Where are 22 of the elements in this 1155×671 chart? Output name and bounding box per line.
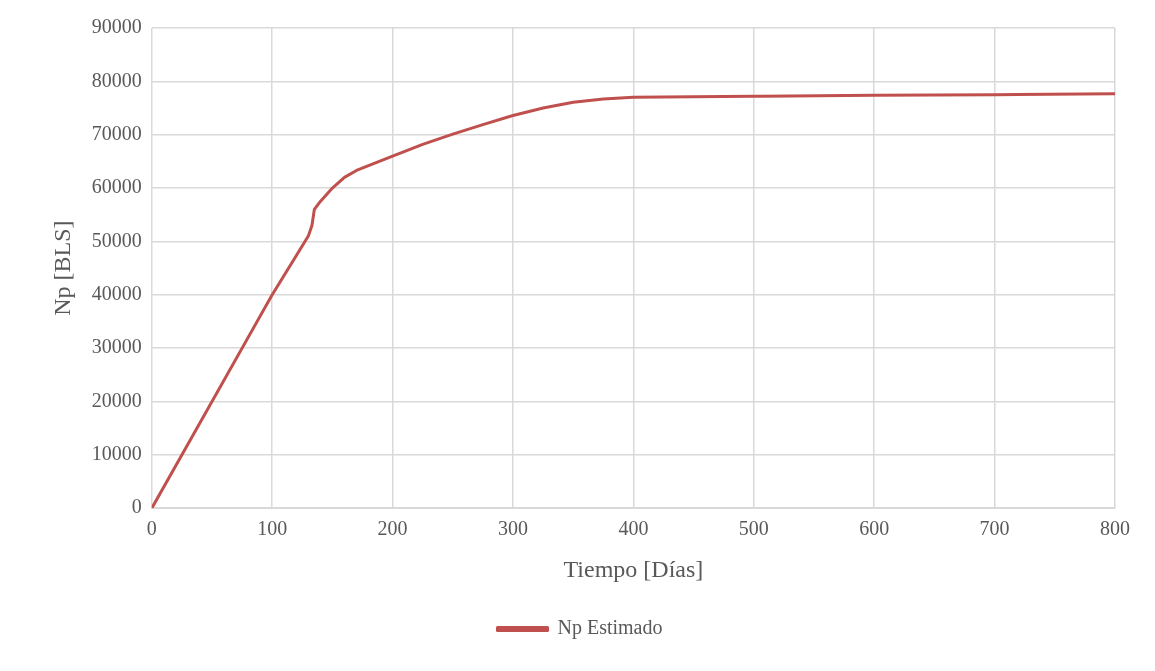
y-tick-label: 90000 — [91, 15, 142, 38]
y-tick-label: 30000 — [91, 335, 142, 358]
y-tick-label: 20000 — [91, 388, 142, 411]
x-tick-label: 600 — [859, 517, 890, 540]
x-tick-label: 800 — [1100, 517, 1130, 540]
y-axis-title: Np [BLS] — [48, 220, 75, 316]
x-tick-label: 100 — [257, 517, 288, 540]
x-tick-label: 200 — [377, 517, 408, 540]
x-tick-label: 0 — [146, 517, 157, 540]
x-axis-title: Tiempo [Días] — [563, 555, 704, 582]
y-tick-label: 40000 — [91, 282, 142, 305]
x-tick-label: 700 — [979, 517, 1010, 540]
y-tick-label: 60000 — [91, 175, 142, 198]
x-tick-label: 500 — [738, 517, 769, 540]
y-tick-label: 50000 — [91, 228, 142, 251]
y-tick-label: 80000 — [91, 68, 142, 91]
x-tick-label: 300 — [498, 517, 528, 540]
y-tick-label: 70000 — [91, 121, 142, 144]
y-tick-label: 10000 — [91, 442, 142, 465]
x-tick-label: 400 — [618, 517, 649, 540]
y-tick-label: 0 — [131, 495, 142, 518]
legend-label: Np Estimado — [557, 616, 663, 640]
